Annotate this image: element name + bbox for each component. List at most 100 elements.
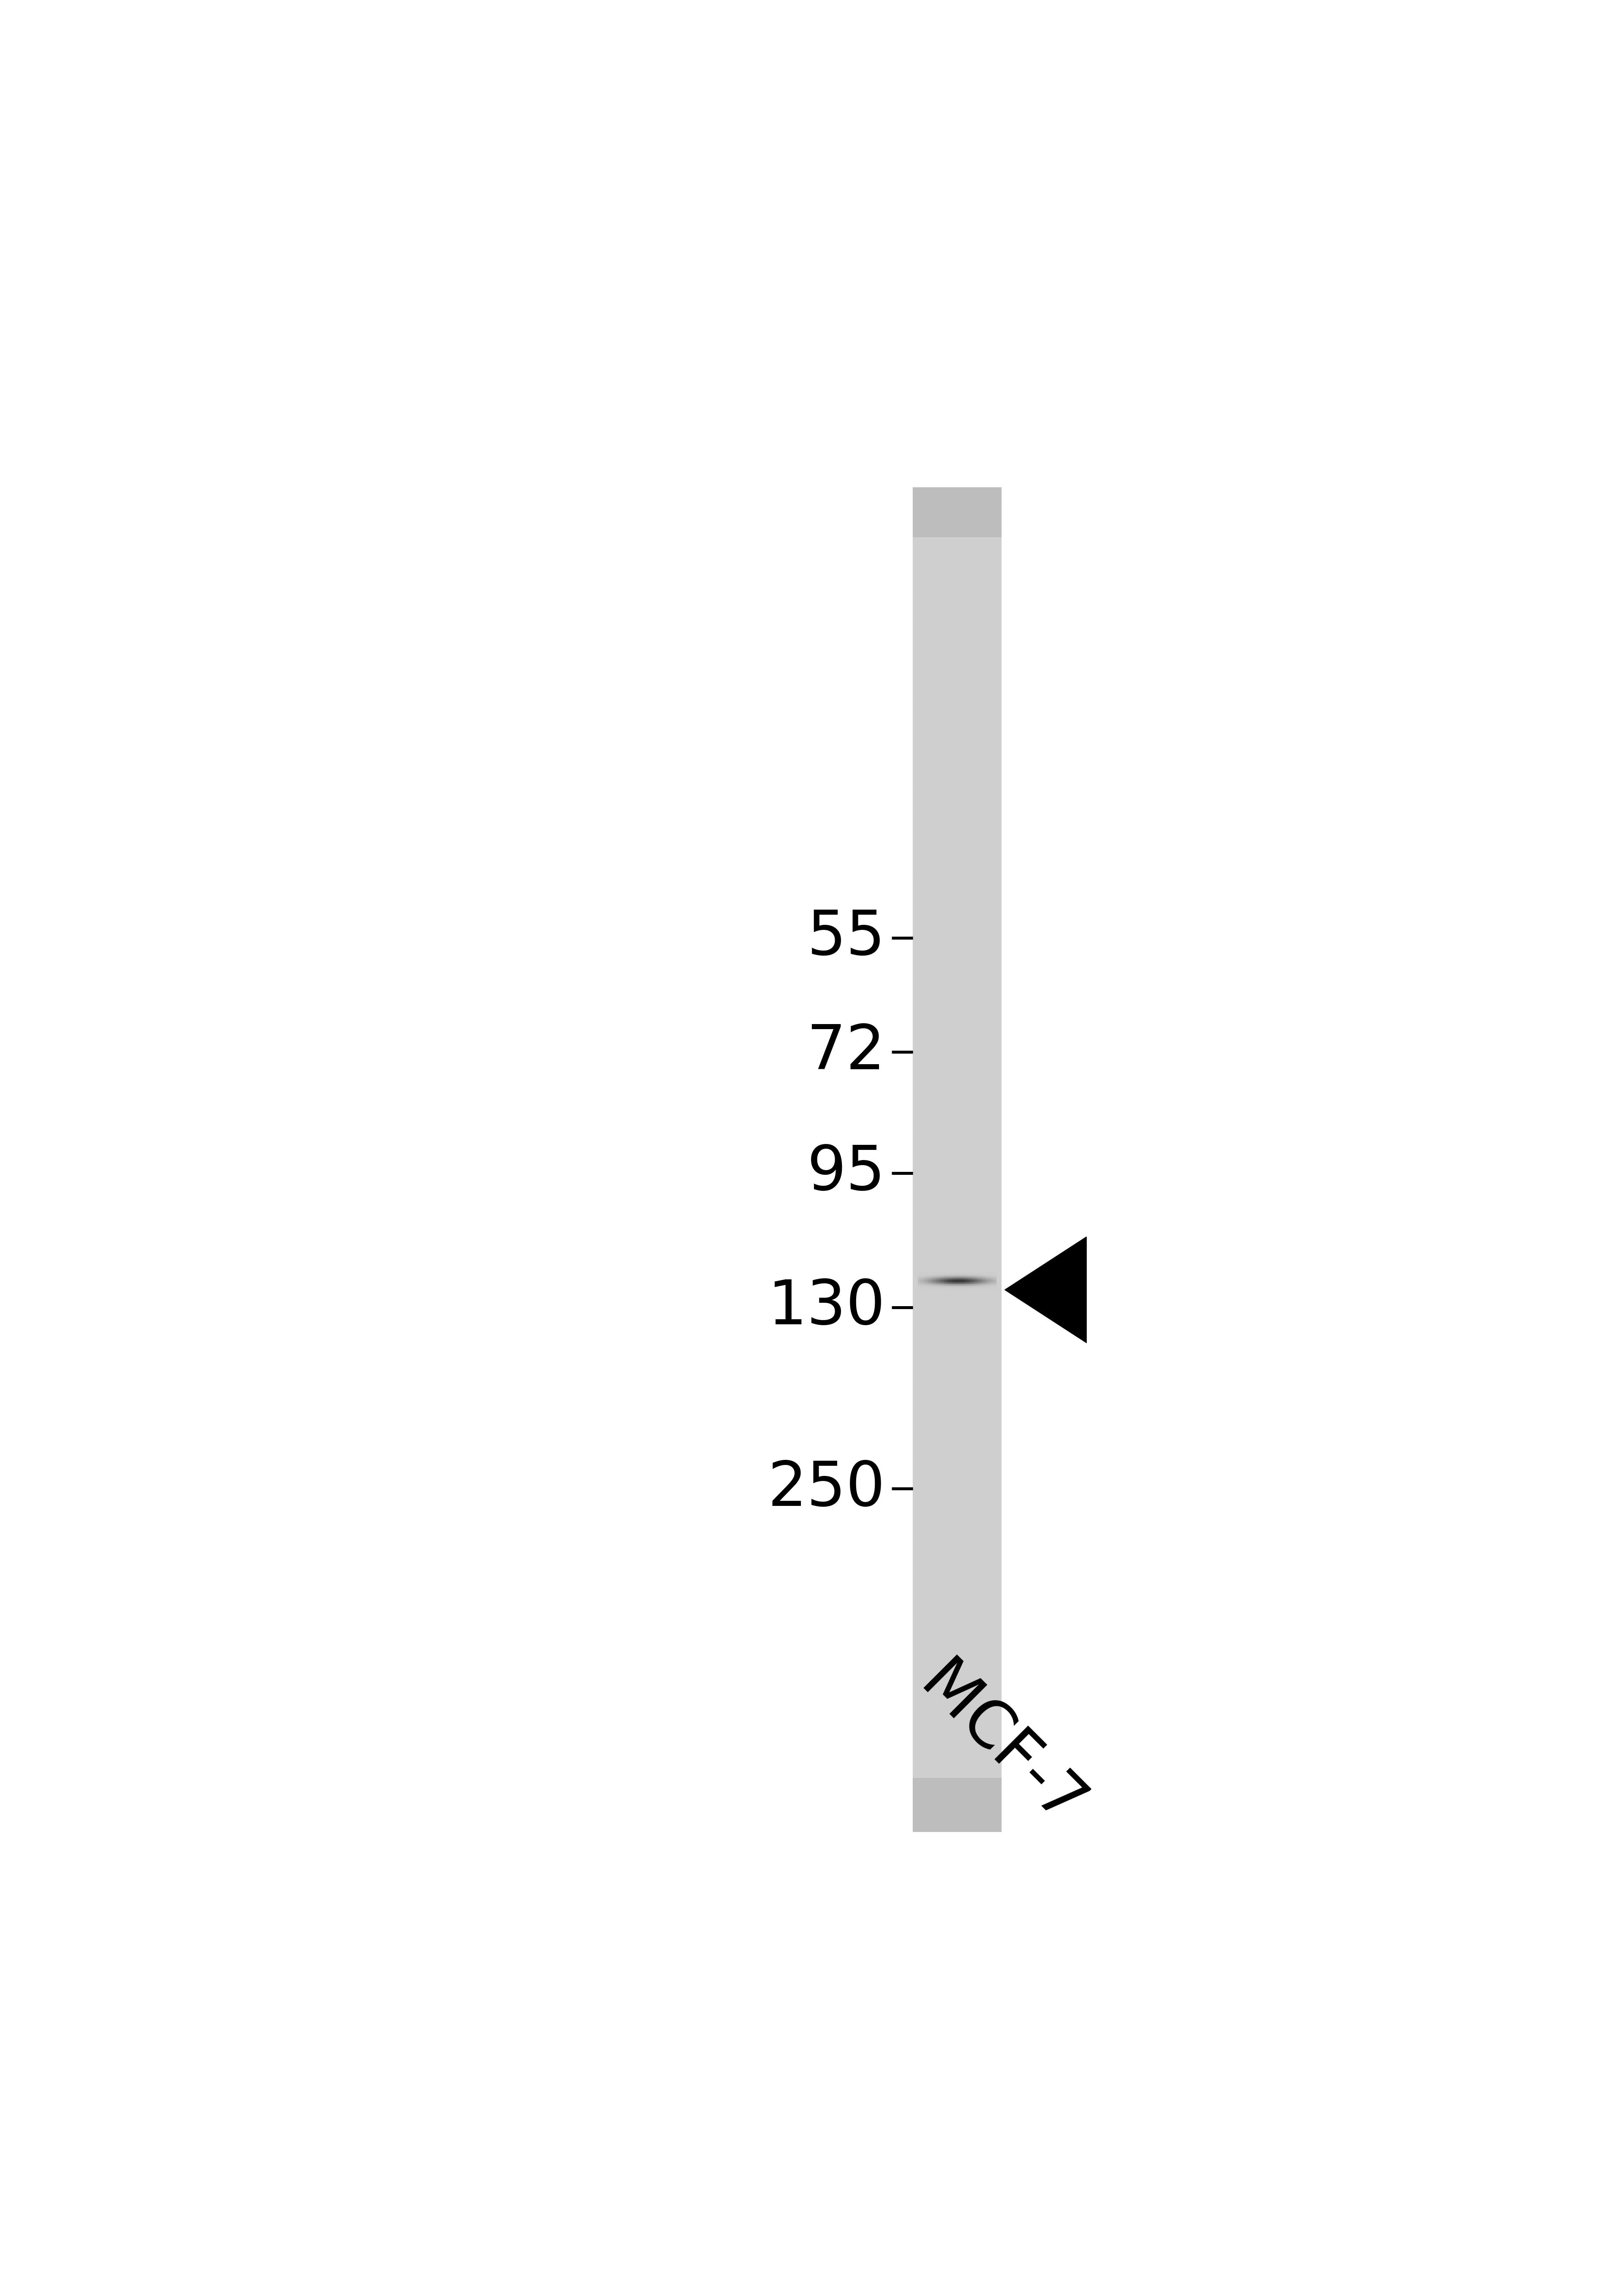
Bar xyxy=(913,1649,1001,1653)
Bar xyxy=(913,914,1001,918)
Bar xyxy=(913,1456,1001,1460)
Bar xyxy=(913,1481,1001,1486)
Bar xyxy=(913,1554,1001,1559)
Bar xyxy=(913,934,1001,939)
Bar xyxy=(913,1621,1001,1626)
Bar xyxy=(913,1084,1001,1088)
Bar xyxy=(913,1763,1001,1768)
Bar xyxy=(913,1079,1001,1084)
Bar xyxy=(913,967,1001,971)
Bar xyxy=(913,739,1001,744)
Bar xyxy=(913,1137,1001,1141)
Bar xyxy=(913,999,1001,1003)
Bar xyxy=(913,833,1001,838)
Bar xyxy=(913,944,1001,948)
Bar xyxy=(913,595,1001,599)
Bar xyxy=(913,1495,1001,1499)
Bar xyxy=(913,1155,1001,1159)
Bar xyxy=(913,1109,1001,1114)
Polygon shape xyxy=(1004,1238,1087,1343)
Bar xyxy=(913,1263,1001,1267)
Bar xyxy=(913,1818,1001,1823)
Bar xyxy=(913,774,1001,778)
Bar xyxy=(913,1678,1001,1683)
Bar xyxy=(913,693,1001,698)
Bar xyxy=(913,939,1001,944)
Bar xyxy=(913,652,1001,659)
Bar xyxy=(913,836,1001,843)
Bar xyxy=(913,631,1001,636)
Bar xyxy=(913,1442,1001,1446)
Bar xyxy=(913,1669,1001,1674)
Bar xyxy=(913,1343,1001,1348)
Bar xyxy=(913,1566,1001,1570)
Bar xyxy=(913,1075,1001,1079)
Bar xyxy=(913,1768,1001,1773)
Bar xyxy=(913,1531,1001,1536)
Bar xyxy=(913,1711,1001,1715)
Bar xyxy=(913,1795,1001,1800)
Bar xyxy=(913,1199,1001,1205)
Bar xyxy=(913,533,1001,537)
Bar xyxy=(913,1414,1001,1419)
Bar xyxy=(913,563,1001,569)
Bar xyxy=(913,769,1001,774)
Bar xyxy=(913,1169,1001,1173)
Bar xyxy=(913,1047,1001,1052)
Bar xyxy=(913,1187,1001,1192)
Bar xyxy=(913,496,1001,501)
Bar xyxy=(913,1387,1001,1391)
Text: 72: 72 xyxy=(806,1022,886,1081)
Bar xyxy=(913,514,1001,519)
Bar xyxy=(913,666,1001,670)
Bar xyxy=(913,948,1001,953)
Bar xyxy=(913,684,1001,689)
Bar xyxy=(913,980,1001,985)
Bar xyxy=(913,590,1001,595)
Bar xyxy=(913,1472,1001,1476)
Bar xyxy=(913,801,1001,806)
Bar xyxy=(913,765,1001,769)
Bar xyxy=(913,900,1001,905)
Bar xyxy=(913,751,1001,755)
Bar xyxy=(913,622,1001,627)
Bar xyxy=(913,1729,1001,1733)
Bar xyxy=(913,1486,1001,1490)
Bar xyxy=(913,1008,1001,1013)
Bar xyxy=(913,1178,1001,1182)
Bar xyxy=(913,1348,1001,1352)
Bar xyxy=(913,1240,1001,1244)
Bar xyxy=(913,1272,1001,1277)
Bar xyxy=(913,730,1001,735)
Bar xyxy=(913,962,1001,967)
Bar xyxy=(913,845,1001,850)
Bar xyxy=(913,953,1001,957)
Bar xyxy=(913,1805,1001,1809)
Bar xyxy=(913,1244,1001,1249)
Bar xyxy=(913,1173,1001,1178)
Bar xyxy=(913,613,1001,618)
Bar xyxy=(913,744,1001,748)
Bar xyxy=(913,925,1001,932)
Bar xyxy=(913,1750,1001,1754)
Bar xyxy=(913,1541,1001,1545)
Bar xyxy=(913,608,1001,613)
Bar xyxy=(913,840,1001,845)
Bar xyxy=(913,1570,1001,1575)
Bar xyxy=(913,1743,1001,1747)
Bar xyxy=(913,1061,1001,1065)
Bar xyxy=(913,542,1001,546)
Bar xyxy=(913,792,1001,797)
Bar xyxy=(913,1293,1001,1297)
Bar xyxy=(913,976,1001,980)
Bar xyxy=(913,1683,1001,1688)
Bar xyxy=(913,806,1001,810)
Bar xyxy=(913,850,1001,854)
Bar xyxy=(913,721,1001,726)
Bar xyxy=(913,1159,1001,1164)
Bar xyxy=(913,1580,1001,1584)
Bar xyxy=(913,1029,1001,1033)
Bar xyxy=(913,1545,1001,1550)
Bar xyxy=(913,1339,1001,1343)
Bar xyxy=(913,1651,1001,1658)
